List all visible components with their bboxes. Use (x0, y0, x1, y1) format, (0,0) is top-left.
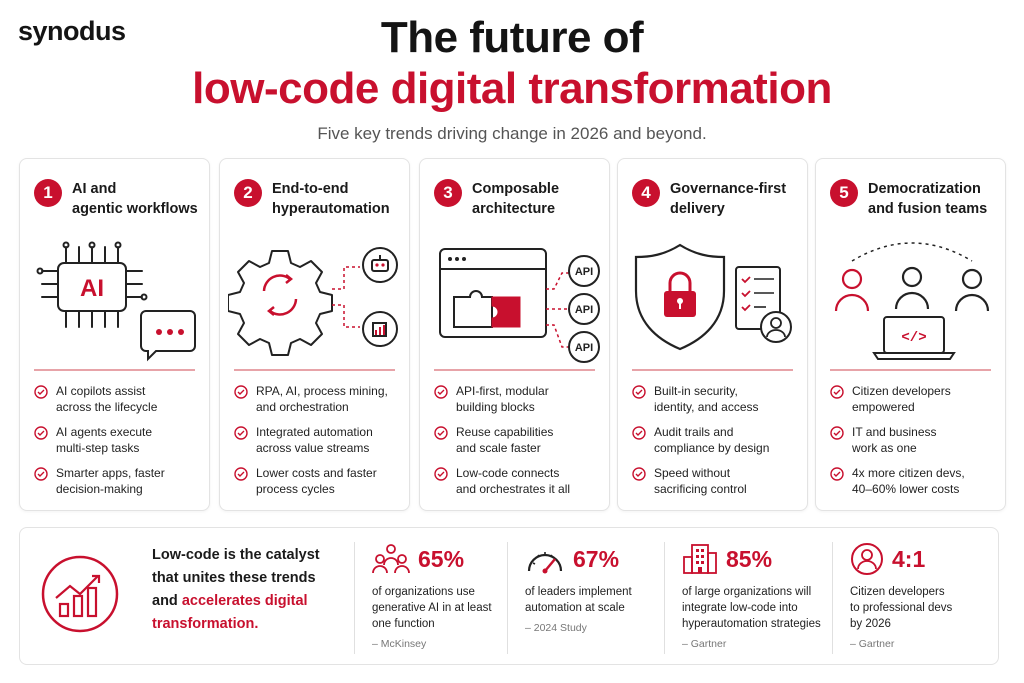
trend-number: 4 (632, 179, 660, 207)
speedometer-icon (527, 552, 563, 574)
api-label: API (575, 266, 593, 278)
trend-title: Governance-first delivery (670, 181, 787, 217)
synodus-logo: synodus (18, 16, 126, 46)
gear-automation-icon (228, 247, 398, 356)
list-item: 4x more citizen devs, 40–60% lower costs (830, 465, 997, 497)
trend-number: 3 (434, 179, 462, 207)
list-item: AI agents execute multi-step tasks (34, 424, 201, 456)
trend-card-hyperautomation: 2 End-to-end hyperautomation RPA, (219, 158, 410, 511)
check-circle-icon (632, 467, 646, 481)
check-circle-icon (234, 385, 248, 399)
stat-source: – Gartner (682, 638, 727, 650)
trend-title: Democratization and fusion teams (868, 181, 988, 217)
building-icon (683, 544, 717, 574)
trend-number: 5 (830, 179, 858, 207)
stat-source: – McKinsey (372, 638, 427, 650)
list-item: Lower costs and faster process cycles (234, 465, 401, 497)
check-circle-icon (34, 385, 48, 399)
trend-card-composable: 3 Composable architecture API API API (419, 158, 610, 511)
api-label: API (575, 342, 593, 354)
stat-source: – Gartner (850, 638, 895, 650)
trend-number: 2 (234, 179, 262, 207)
summary-panel: Low-code is the catalyst that unites the… (19, 527, 999, 665)
stat-citizen-ratio: 4:1 Citizen developers to professional d… (850, 542, 952, 650)
page-title-line1: The future of (380, 13, 644, 62)
api-label: API (575, 304, 593, 316)
page-title-line2: low-code digital transformation (192, 64, 832, 113)
stat-value: 4:1 (892, 545, 926, 572)
list-item: Low-code connects and orchestrates it al… (434, 465, 601, 497)
trend-card-governance: 4 Governance-first delivery Built-in sec… (617, 158, 808, 511)
check-circle-icon (434, 385, 448, 399)
check-circle-icon (434, 426, 448, 440)
people-network-icon (372, 544, 410, 574)
ai-chip-icon: AI (36, 241, 196, 362)
summary-text: Low-code is the catalyst that unites the… (152, 547, 320, 632)
list-item: Reuse capabilities and scale faster (434, 424, 601, 456)
ai-chip-label: AI (80, 275, 104, 302)
stat-value: 85% (726, 545, 773, 572)
stat-value: 65% (418, 545, 465, 572)
puzzle-api-icon: API API API (439, 248, 600, 363)
check-circle-icon (830, 426, 844, 440)
stat-description: Citizen developers to professional devs … (850, 586, 953, 630)
stat-genai: 65% of organizations use generative AI i… (372, 542, 492, 650)
trend-title: AI and agentic workflows (72, 181, 198, 217)
list-item: Built-in security, identity, and access (632, 383, 799, 415)
list-item: Citizen developers empowered (830, 383, 997, 415)
trend-card-ai: 1 AI and agentic workflows AI AI copilot… (19, 158, 210, 511)
growth-chart-icon (41, 555, 119, 633)
stat-automation: 67% of leaders implement automation at s… (525, 542, 632, 635)
stat-lowcode: 85% of large organizations will integrat… (682, 542, 821, 650)
stat-description: of organizations use generative AI in at… (372, 586, 492, 630)
list-item: Smarter apps, faster decision-making (34, 465, 201, 497)
list-item: RPA, AI, process mining, and orchestrati… (234, 383, 401, 415)
user-circle-icon (851, 543, 883, 575)
code-label: </> (901, 330, 926, 346)
check-circle-icon (234, 467, 248, 481)
check-circle-icon (830, 385, 844, 399)
page-header: The future of low-code digital transform… (0, 12, 1024, 114)
trend-number: 1 (34, 179, 62, 207)
list-item: AI copilots assist across the lifecycle (34, 383, 201, 415)
list-item: API-first, modular building blocks (434, 383, 601, 415)
check-circle-icon (234, 426, 248, 440)
shield-lock-icon (634, 243, 792, 351)
list-item: Audit trails and compliance by design (632, 424, 799, 456)
trend-title: Composable architecture (472, 181, 560, 217)
trend-card-democratization: 5 Democratization and fusion teams </> C… (815, 158, 1006, 511)
check-circle-icon (632, 426, 646, 440)
stat-description: of large organizations will integrate lo… (682, 586, 821, 630)
check-circle-icon (830, 467, 844, 481)
stat-source: – 2024 Study (525, 622, 587, 634)
page-subtitle: Five key trends driving change in 2026 a… (317, 124, 707, 143)
list-item: Speed without sacrificing control (632, 465, 799, 497)
stat-value: 67% (573, 545, 620, 572)
list-item: IT and business work as one (830, 424, 997, 456)
list-item: Integrated automation across value strea… (234, 424, 401, 456)
check-circle-icon (34, 467, 48, 481)
check-circle-icon (434, 467, 448, 481)
trend-title: End-to-end hyperautomation (272, 181, 390, 217)
check-circle-icon (34, 426, 48, 440)
team-laptop-icon: </> (834, 242, 990, 360)
check-circle-icon (632, 385, 646, 399)
stat-description: of leaders implement automation at scale (525, 586, 632, 614)
